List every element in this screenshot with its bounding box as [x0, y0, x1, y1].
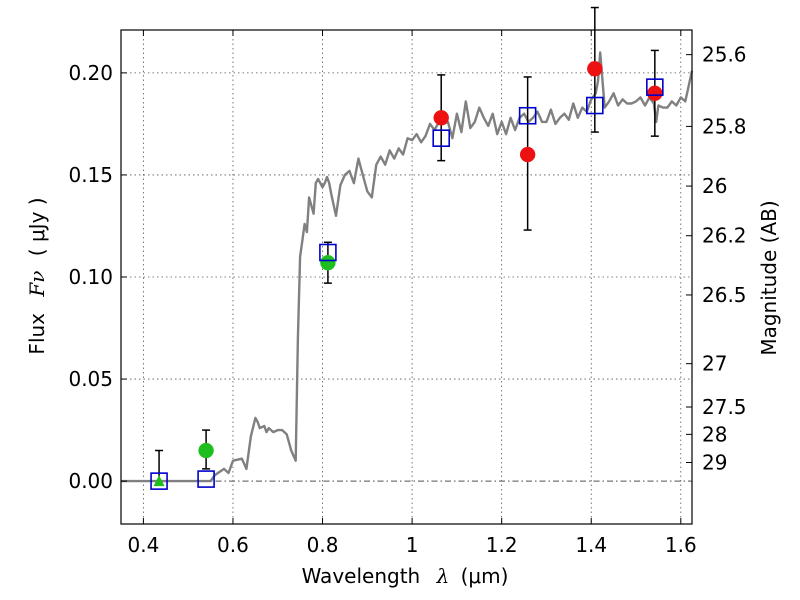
- y-axis-title-text: Flux: [25, 313, 49, 355]
- x-tick-label: 0.8: [307, 533, 339, 557]
- y-tick-label: 0.05: [68, 367, 113, 391]
- x-axis-title-var: λ: [436, 564, 450, 588]
- x-axis: 0.4 0.6 0.8 1 1.2 1.4 1.6: [127, 30, 697, 557]
- x-axis-title: Wavelength λ (μm): [302, 564, 509, 588]
- y2-axis-title: Magnitude (AB): [757, 200, 781, 355]
- x-tick-label: 1.4: [575, 533, 607, 557]
- y2-tick-label: 27.5: [702, 395, 747, 419]
- model-band-square: [150, 472, 168, 490]
- green-data-point: [198, 442, 214, 459]
- y2-tick-label: 25.6: [702, 43, 747, 67]
- y-axis: 0.00 0.05 0.10 0.15 0.20: [68, 61, 127, 493]
- model-band-square: [319, 243, 337, 262]
- y-tick-label: 0.10: [68, 265, 113, 289]
- model-band-square: [432, 129, 451, 147]
- red-data-point: [519, 146, 536, 163]
- y2-tick-label: 28: [702, 422, 727, 446]
- green-upper-limit-triangle: [153, 475, 165, 487]
- model-band-square: [586, 96, 604, 115]
- model-band-square: [518, 106, 537, 125]
- red-data-point: [587, 61, 603, 77]
- y2-tick-label: 26: [702, 174, 727, 198]
- red-data-point: [433, 110, 449, 126]
- markers: [150, 61, 664, 490]
- red-data-point: [647, 85, 663, 102]
- y2-axis: 25.6 25.8 26 26.2 26.5 27 27.5 28 29: [686, 43, 747, 475]
- y2-tick-label: 29: [702, 451, 727, 475]
- y-tick-label: 0.15: [68, 163, 113, 187]
- model-band-square: [197, 470, 215, 488]
- y2-tick-label: 27: [702, 352, 727, 376]
- y-axis-title-unit: ( μJy ): [25, 197, 49, 256]
- y2-tick-label: 26.5: [702, 283, 747, 307]
- y2-tick-label: 26.2: [702, 224, 747, 248]
- x-axis-title-unit: (μm): [461, 564, 509, 588]
- y-tick-label: 0.20: [68, 61, 113, 85]
- x-tick-label: 1: [406, 533, 419, 557]
- model-band-square: [646, 78, 664, 96]
- y-tick-label: 0.00: [68, 469, 113, 493]
- green-data-point: [320, 254, 336, 271]
- x-tick-label: 0.4: [127, 533, 159, 557]
- x-tick-label: 1.6: [665, 533, 697, 557]
- y-axis-title-var: Fν: [25, 271, 49, 298]
- x-axis-title-text: Wavelength: [302, 564, 421, 588]
- x-tick-label: 0.6: [217, 533, 249, 557]
- y2-tick-label: 25.8: [702, 114, 747, 138]
- x-tick-label: 1.2: [486, 533, 518, 557]
- y-axis-title: Flux Fν ( μJy ): [25, 197, 49, 354]
